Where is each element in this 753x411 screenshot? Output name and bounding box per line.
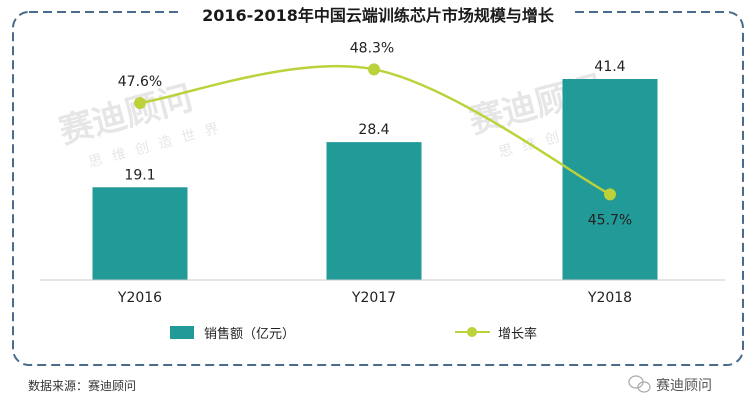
legend: 销售额（亿元） 增长率 [170, 326, 537, 342]
growth-point [368, 63, 380, 76]
bar-value-label: 41.4 [594, 59, 625, 75]
wechat-icon [628, 375, 651, 393]
bar-y2017 [326, 142, 422, 280]
growth-point [134, 97, 146, 109]
source-note: 数据来源：赛迪顾问 [28, 378, 136, 393]
x-tick-label: Y2016 [117, 290, 162, 306]
wechat-badge-label: 赛迪顾问 [656, 378, 712, 394]
line-series [134, 63, 616, 201]
data-labels: 19.1 28.4 41.4 47.6% 48.3% 45.7% [118, 40, 632, 228]
growth-point [604, 188, 616, 201]
wechat-badge: 赛迪顾问 [628, 375, 712, 394]
growth-value-label: 47.6% [118, 74, 162, 90]
growth-value-label: 48.3% [350, 40, 394, 56]
bar-series [92, 79, 658, 280]
title-background [183, 2, 573, 28]
bar-value-label: 19.1 [124, 167, 155, 183]
x-tick-label: Y2017 [351, 290, 396, 306]
chart-frame [12, 11, 744, 366]
legend-swatch-bar [170, 326, 194, 339]
bar-y2016 [92, 187, 188, 280]
bar-y2018 [562, 79, 658, 280]
x-axis-ticks: Y2016 Y2017 Y2018 [117, 290, 632, 306]
bar-value-label: 28.4 [358, 122, 389, 138]
growth-value-label: 45.7% [588, 212, 632, 228]
legend-swatch-marker [467, 327, 477, 337]
legend-label-growth: 增长率 [498, 326, 537, 342]
legend-label-sales: 销售额（亿元） [204, 326, 295, 342]
x-tick-label: Y2018 [587, 290, 632, 306]
chart-title: 2016-2018年中国云端训练芯片市场规模与增长 [202, 6, 555, 25]
